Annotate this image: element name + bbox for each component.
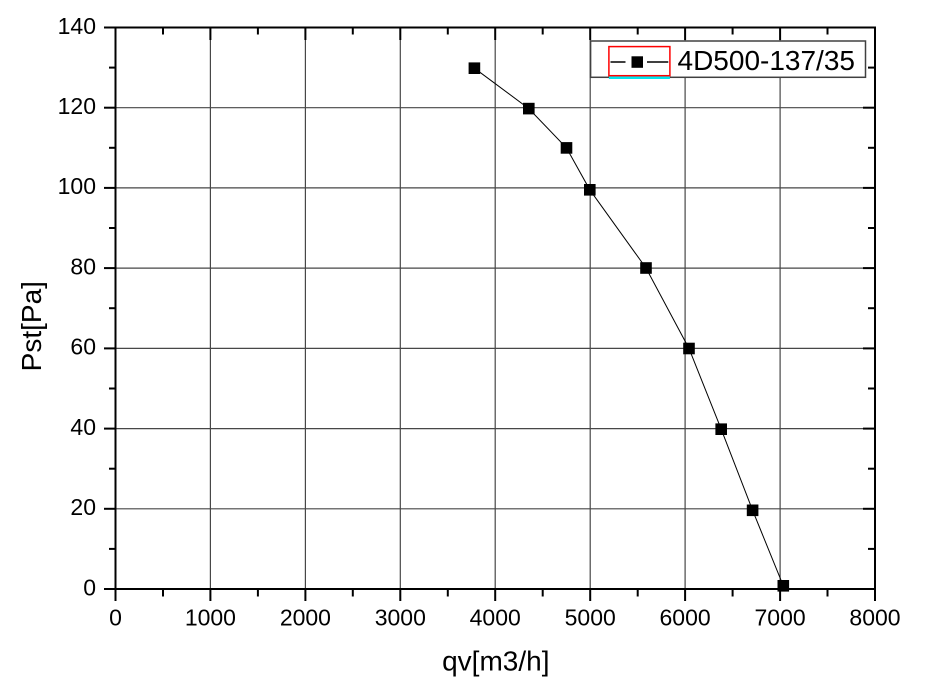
svg-text:7000: 7000 — [755, 605, 806, 631]
svg-text:3000: 3000 — [375, 605, 426, 631]
svg-text:40: 40 — [70, 414, 96, 440]
svg-text:6000: 6000 — [660, 605, 711, 631]
svg-text:60: 60 — [70, 334, 96, 360]
svg-text:120: 120 — [58, 93, 96, 119]
svg-text:100: 100 — [58, 173, 96, 199]
svg-text:Pst[Pa]: Pst[Pa] — [16, 281, 47, 371]
svg-text:140: 140 — [58, 13, 96, 39]
svg-text:0: 0 — [83, 574, 96, 600]
svg-text:0: 0 — [109, 605, 122, 631]
svg-text:1000: 1000 — [185, 605, 236, 631]
svg-text:8000: 8000 — [849, 605, 900, 631]
svg-text:5000: 5000 — [565, 605, 616, 631]
svg-text:qv[m3/h]: qv[m3/h] — [442, 646, 549, 677]
svg-text:80: 80 — [70, 253, 96, 279]
svg-text:2000: 2000 — [280, 605, 331, 631]
svg-text:4000: 4000 — [470, 605, 521, 631]
svg-text:20: 20 — [70, 494, 96, 520]
svg-text:4D500-137/35: 4D500-137/35 — [678, 45, 855, 76]
